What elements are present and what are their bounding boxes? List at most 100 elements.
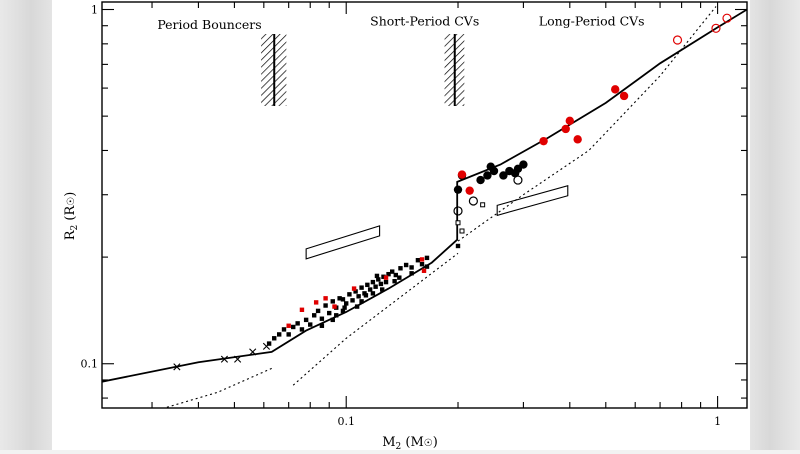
square-marker	[424, 264, 430, 269]
right-margin	[750, 0, 800, 450]
square-marker	[424, 255, 430, 261]
square-marker	[378, 281, 384, 287]
square-marker	[330, 299, 335, 304]
square-marker	[281, 327, 287, 332]
open-circle-marker	[513, 175, 523, 185]
dot-marker	[499, 171, 508, 180]
region-label-3: Long-Period CVs	[539, 14, 645, 29]
square-marker	[295, 321, 300, 326]
square-marker	[363, 293, 369, 298]
left-margin	[0, 0, 52, 450]
square-marker	[393, 272, 399, 278]
square-marker	[397, 275, 402, 280]
plot-frame	[101, 1, 748, 409]
parallelograms	[305, 185, 569, 260]
square-marker	[347, 292, 352, 297]
mass-radius-chart: 0.1 1 0.1 1 Period Bouncers Short-Period CVs…	[63, 1, 748, 452]
axes: 0.1 1 0.1 1	[81, 1, 748, 428]
square-marker	[359, 299, 364, 304]
square-marker	[291, 324, 296, 330]
square-marker	[344, 301, 349, 306]
dot-marker	[483, 171, 492, 180]
square-marker	[330, 317, 335, 323]
square-marker	[272, 336, 277, 341]
square-marker	[319, 316, 325, 321]
square-marker	[419, 261, 425, 267]
square-marker	[403, 262, 409, 268]
dot-marker	[573, 135, 582, 144]
square-marker	[286, 323, 291, 328]
square-marker	[380, 287, 385, 292]
square-marker	[286, 332, 291, 337]
parallelogram-1	[305, 225, 381, 260]
dot-marker	[457, 170, 467, 179]
x-tick-label: 1	[714, 415, 721, 428]
y-axis-label-unit: (R	[63, 205, 78, 221]
open-square-marker	[480, 202, 486, 208]
square-marker	[398, 266, 403, 271]
y-axis-label: R2 (R☉)	[63, 192, 80, 241]
square-marker	[303, 317, 309, 323]
y-tick-label: 0.1	[81, 358, 99, 371]
square-marker	[365, 282, 370, 288]
square-marker	[299, 307, 305, 312]
open-circle-marker	[468, 196, 478, 206]
square-marker	[332, 304, 337, 309]
square-marker	[308, 322, 313, 327]
dotted-line	[292, 252, 459, 386]
square-marker	[312, 313, 317, 318]
y-axis-label-close: )	[63, 192, 78, 197]
dot-marker	[565, 116, 575, 126]
square-marker	[340, 297, 346, 302]
square-marker	[353, 289, 358, 294]
open-circle-marker	[722, 13, 732, 23]
region-label-2: Short-Period CVs	[370, 14, 479, 29]
parallelogram-2	[496, 185, 569, 217]
cross-marker	[249, 348, 257, 356]
data-points	[173, 13, 732, 371]
square-marker	[323, 303, 328, 308]
dot-marker	[539, 136, 548, 146]
square-marker	[455, 243, 461, 249]
x-axis-label-sun: ☉	[424, 438, 433, 449]
square-marker	[315, 308, 321, 314]
open-circle-marker	[711, 23, 721, 33]
dot-marker	[486, 162, 495, 171]
square-marker	[374, 273, 380, 279]
dot-marker	[465, 186, 474, 195]
dot-marker	[619, 91, 629, 101]
open-circle-marker	[453, 206, 463, 216]
square-marker	[370, 291, 376, 296]
square-marker	[421, 268, 427, 273]
curves	[102, 6, 747, 408]
x-tick-label: 0.1	[337, 415, 355, 428]
y-axis-label-sun: ☉	[66, 197, 77, 206]
dot-marker	[519, 160, 528, 169]
x-axis-label: M2 (M☉)	[382, 435, 438, 450]
dot-marker	[476, 175, 485, 185]
open-square-marker	[459, 228, 465, 234]
hatched-bands	[261, 34, 465, 106]
annotations: Period Bouncers Short-Period CVs Long-Peri…	[157, 14, 644, 32]
square-marker	[415, 258, 421, 263]
square-marker	[376, 277, 381, 282]
square-marker	[354, 304, 360, 309]
square-marker	[276, 332, 282, 337]
square-marker	[299, 327, 305, 332]
y-axis-label-sub: 2	[70, 225, 80, 231]
square-marker	[373, 284, 378, 289]
cross-marker	[220, 355, 229, 363]
plot-panel: 0.1 1 0.1 1 Period Bouncers Short-Period CVs…	[52, 0, 750, 452]
square-marker	[392, 279, 397, 284]
y-tick-label: 1	[91, 4, 98, 17]
square-marker	[356, 294, 361, 299]
x-axis-label-close: )	[433, 435, 438, 450]
square-marker	[367, 287, 373, 292]
square-marker	[351, 286, 357, 291]
open-circle-marker	[672, 35, 683, 45]
square-marker	[266, 341, 272, 346]
square-marker	[319, 323, 325, 328]
square-marker	[334, 313, 339, 318]
square-marker	[323, 296, 328, 301]
